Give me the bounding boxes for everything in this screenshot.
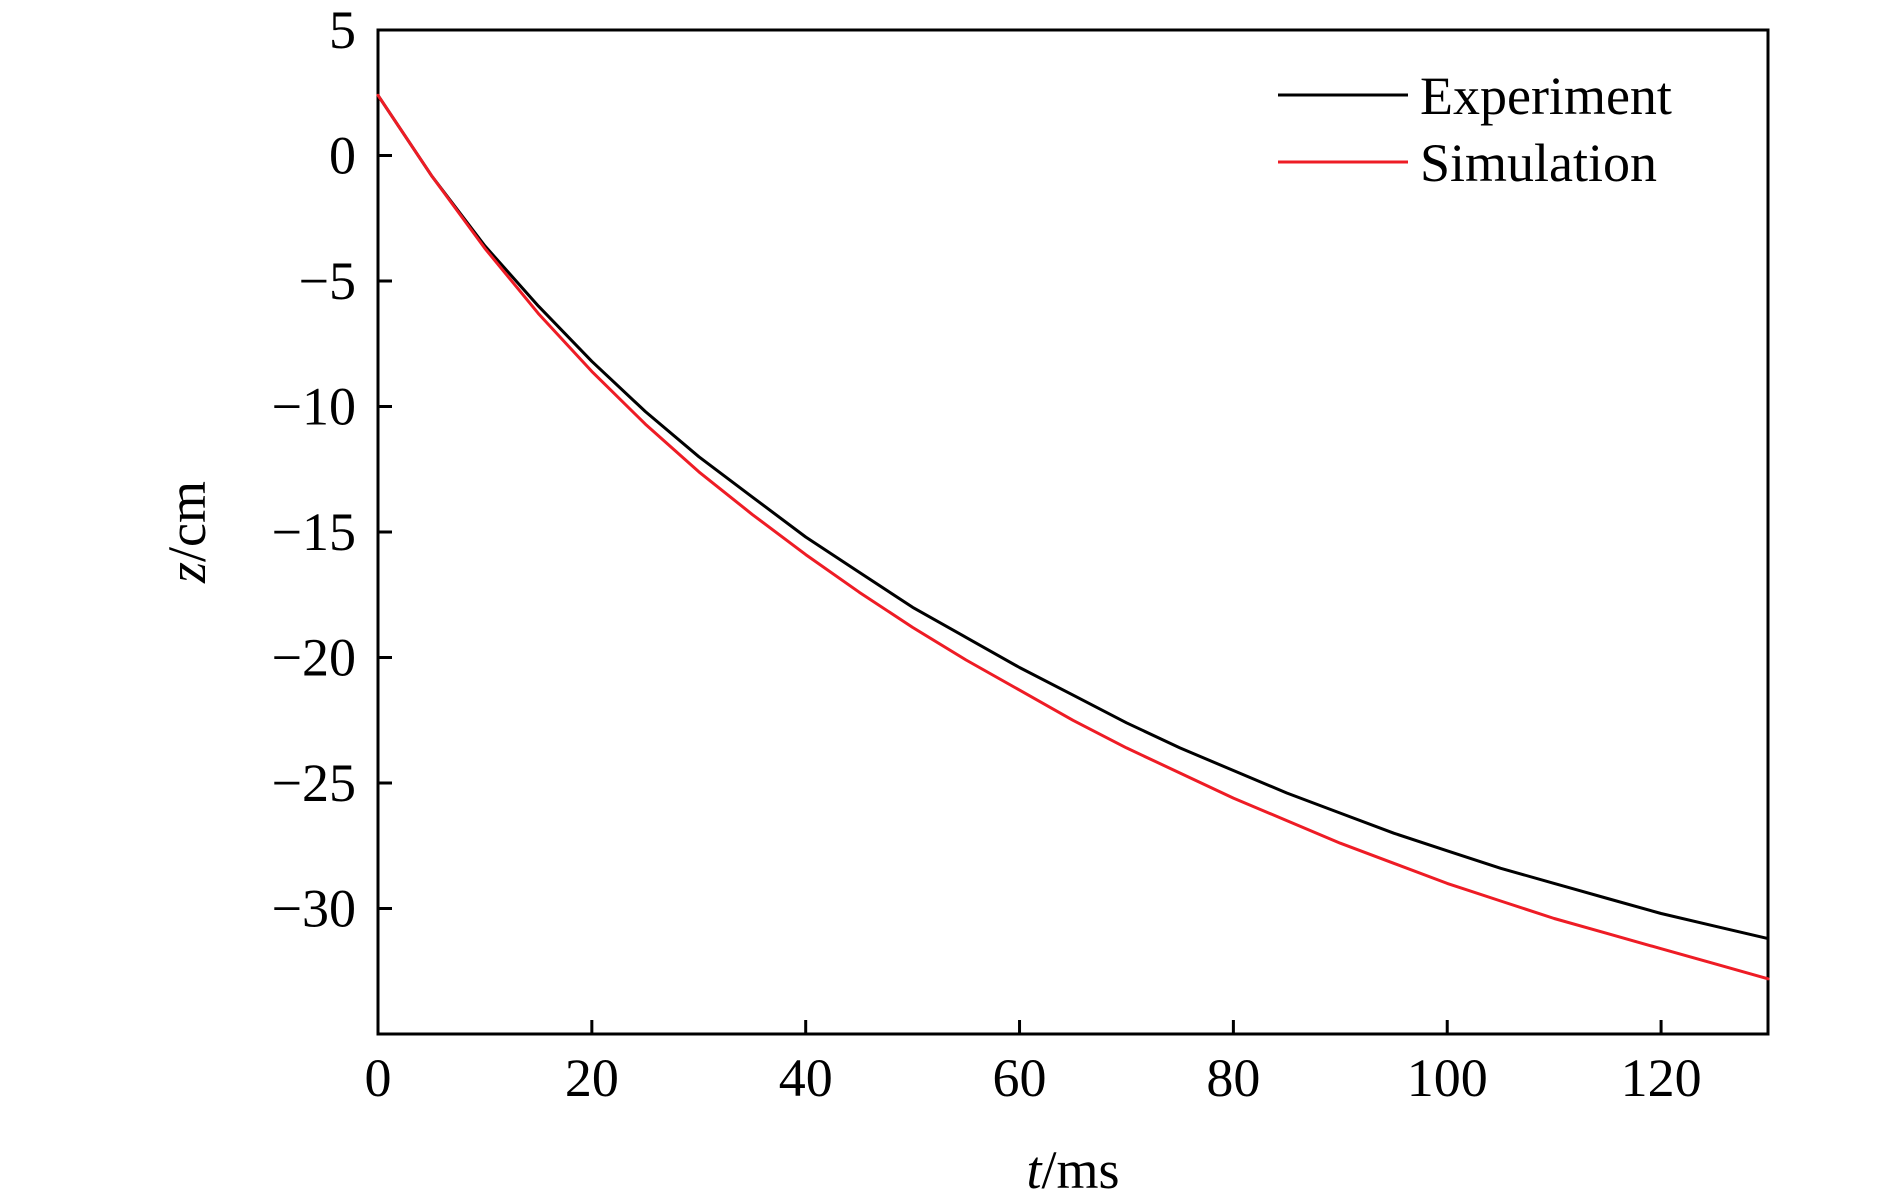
y-tick-label: −10 — [272, 377, 356, 437]
y-tick-label: −5 — [299, 251, 356, 311]
x-tick-label: 40 — [779, 1048, 833, 1108]
y-tick-label: −30 — [272, 879, 356, 939]
y-axis-label: z/cm — [157, 481, 217, 584]
x-axis-label-variable: t — [1026, 1140, 1043, 1200]
series-layer — [376, 93, 1770, 981]
x-axis-label-unit: /ms — [1041, 1140, 1119, 1200]
x-tick-label: 80 — [1206, 1048, 1260, 1108]
x-tick-label: 100 — [1407, 1048, 1488, 1108]
x-tick-label: 60 — [993, 1048, 1047, 1108]
series-line-experiment — [376, 93, 1770, 941]
series-line-simulation — [376, 93, 1770, 981]
plot-area: 0 20 40 60 80 100 120 5 0 −5 −10 −15 −20 −25 −30 — [272, 0, 1770, 1108]
legend: Experiment Simulation — [1278, 66, 1672, 193]
y-axis-label-variable: z — [157, 562, 217, 584]
y-axis-label-unit: /cm — [157, 481, 217, 562]
x-axis-label: t/ms — [1026, 1140, 1119, 1200]
x-tick-label: 0 — [365, 1048, 392, 1108]
legend-label-experiment: Experiment — [1420, 66, 1672, 126]
y-axis-ticks: 5 0 −5 −10 −15 −20 −25 −30 — [272, 0, 392, 939]
y-tick-label: 5 — [329, 0, 356, 60]
y-tick-label: 0 — [329, 126, 356, 186]
x-tick-label: 20 — [565, 1048, 619, 1108]
x-axis-ticks: 0 20 40 60 80 100 120 — [365, 1020, 1702, 1108]
y-tick-label: −15 — [272, 502, 356, 562]
x-tick-label: 120 — [1621, 1048, 1702, 1108]
y-tick-label: −20 — [272, 628, 356, 688]
y-tick-label: −25 — [272, 753, 356, 813]
legend-label-simulation: Simulation — [1420, 133, 1657, 193]
